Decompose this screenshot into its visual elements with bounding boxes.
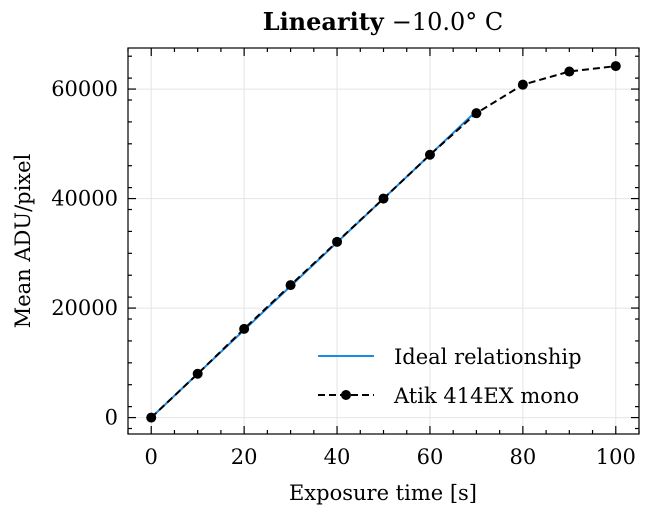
- y-tick-label: 60000: [51, 77, 118, 101]
- legend-label-ideal: Ideal relationship: [394, 345, 582, 369]
- series-layer: [146, 61, 621, 423]
- series-atik-point: [424, 149, 435, 160]
- legend-label-atik: Atik 414EX mono: [393, 384, 579, 408]
- axis-ticks: [127, 48, 640, 434]
- chart-title-bold: Linearity: [263, 7, 385, 36]
- series-atik-point: [564, 66, 575, 77]
- x-tick-label: 40: [324, 445, 351, 469]
- x-tick-label: 100: [596, 445, 636, 469]
- chart-title: Linearity −10.0° C: [263, 7, 504, 36]
- grid: [128, 48, 639, 434]
- chart-title-rest: −10.0° C: [392, 8, 504, 36]
- plot-frame: [127, 47, 640, 435]
- series-atik-point: [610, 61, 621, 72]
- series-atik-point: [285, 280, 296, 291]
- x-tick-label: 20: [231, 445, 258, 469]
- y-tick-label: 40000: [51, 187, 118, 211]
- legend-marker-atik: [341, 390, 351, 400]
- tick-labels: 0 20 40 60 80 100 0 20000 40000 60000: [51, 77, 636, 469]
- y-tick-label: 0: [105, 406, 118, 430]
- series-atik-point: [332, 236, 343, 247]
- series-atik-point: [239, 323, 250, 334]
- series-atik-point: [471, 108, 482, 119]
- x-tick-label: 80: [509, 445, 536, 469]
- series-atik-point: [192, 368, 203, 379]
- y-axis-title: Mean ADU/pixel: [11, 153, 35, 328]
- series-atik-point: [146, 412, 157, 423]
- series-atik-point: [378, 193, 389, 204]
- series-atik-point: [517, 79, 528, 90]
- x-tick-label: 0: [145, 445, 158, 469]
- legend: Ideal relationship Atik 414EX mono: [318, 345, 582, 408]
- y-tick-label: 20000: [51, 296, 118, 320]
- x-tick-label: 60: [417, 445, 444, 469]
- x-axis-title: Exposure time [s]: [289, 481, 477, 505]
